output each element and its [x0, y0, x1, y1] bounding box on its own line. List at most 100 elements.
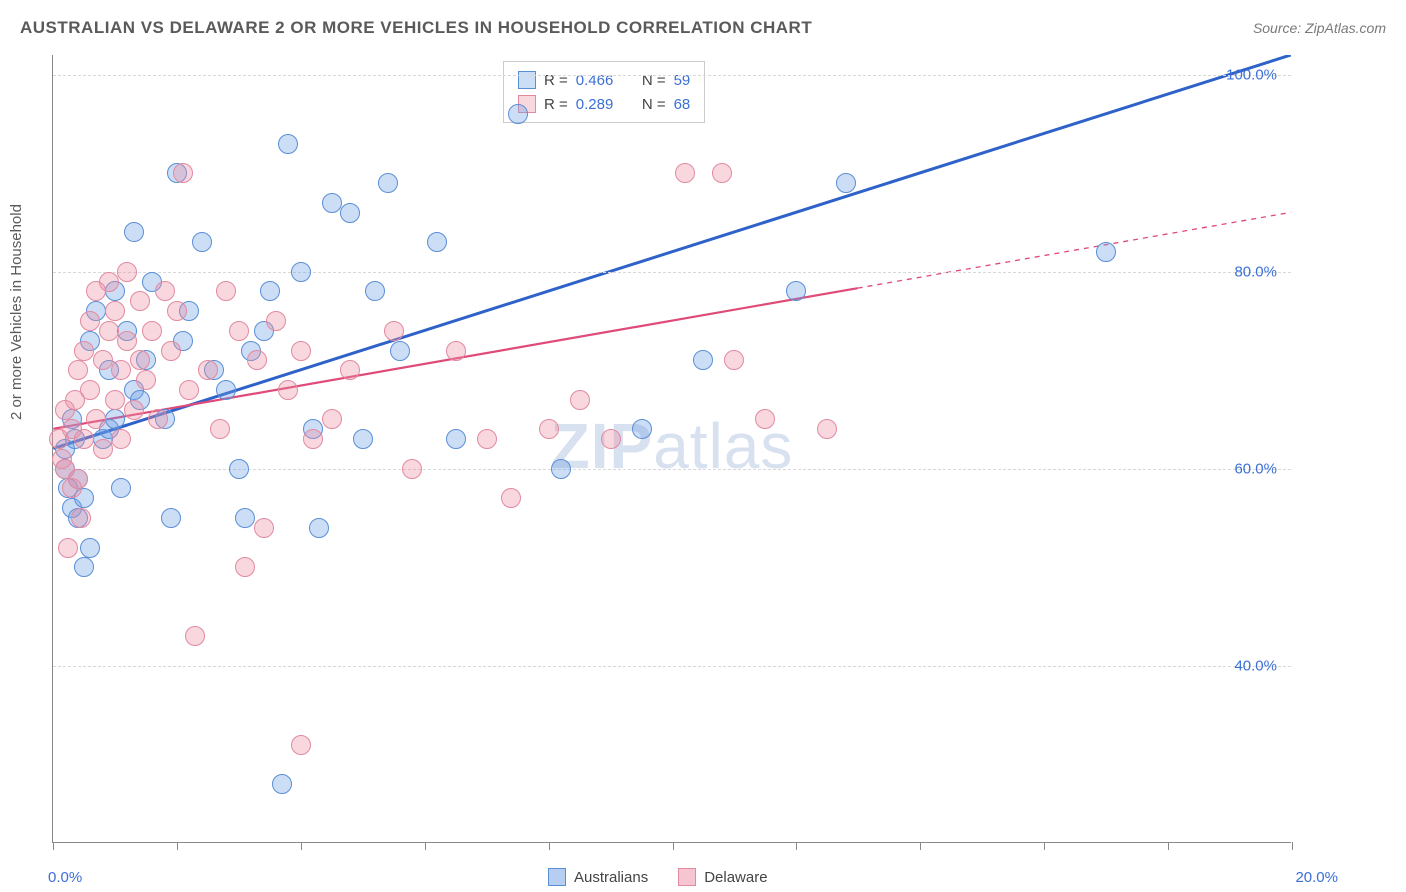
gridline [53, 75, 1291, 76]
data-point [551, 459, 571, 479]
x-tick [1168, 842, 1169, 850]
data-point [105, 409, 125, 429]
data-point [260, 281, 280, 301]
data-point [80, 380, 100, 400]
gridline [53, 272, 1291, 273]
data-point [148, 409, 168, 429]
data-point [161, 341, 181, 361]
data-point [130, 350, 150, 370]
data-point [570, 390, 590, 410]
data-point [755, 409, 775, 429]
data-point [291, 735, 311, 755]
data-point [724, 350, 744, 370]
data-point [402, 459, 422, 479]
data-point [446, 429, 466, 449]
header: AUSTRALIAN VS DELAWARE 2 OR MORE VEHICLE… [20, 18, 1386, 38]
stats-row: R = 0.466 N = 59 [518, 68, 690, 92]
y-tick-label: 60.0% [1234, 460, 1277, 477]
y-tick-label: 80.0% [1234, 263, 1277, 280]
data-point [74, 557, 94, 577]
legend-swatch [548, 868, 566, 886]
data-point [322, 193, 342, 213]
data-point [836, 173, 856, 193]
data-point [80, 538, 100, 558]
data-point [508, 104, 528, 124]
x-tick [53, 842, 54, 850]
data-point [675, 163, 695, 183]
data-point [278, 134, 298, 154]
data-point [216, 380, 236, 400]
data-point [173, 163, 193, 183]
data-point [501, 488, 521, 508]
data-point [155, 281, 175, 301]
data-point [167, 301, 187, 321]
data-point [340, 360, 360, 380]
legend-swatch [678, 868, 696, 886]
legend-bottom: AustraliansDelaware [548, 868, 768, 886]
trend-lines [53, 55, 1291, 842]
data-point [105, 390, 125, 410]
plot-area: ZIPatlas R = 0.466 N = 59R = 0.289 N = 6… [52, 55, 1291, 843]
data-point [93, 439, 113, 459]
data-point [111, 429, 131, 449]
data-point [632, 419, 652, 439]
data-point [712, 163, 732, 183]
legend-label: Australians [574, 869, 648, 886]
gridline [53, 666, 1291, 667]
data-point [185, 626, 205, 646]
y-axis-label: 2 or more Vehicles in Household [8, 204, 25, 420]
x-tick [673, 842, 674, 850]
data-point [322, 409, 342, 429]
data-point [247, 350, 267, 370]
data-point [446, 341, 466, 361]
data-point [365, 281, 385, 301]
data-point [74, 429, 94, 449]
data-point [235, 557, 255, 577]
data-point [93, 350, 113, 370]
data-point [71, 508, 91, 528]
data-point [142, 321, 162, 341]
data-point [136, 370, 156, 390]
data-point [68, 469, 88, 489]
x-axis-min-label: 0.0% [48, 869, 82, 886]
data-point [539, 419, 559, 439]
data-point [353, 429, 373, 449]
data-point [68, 360, 88, 380]
data-point [303, 429, 323, 449]
data-point [124, 222, 144, 242]
x-tick [796, 842, 797, 850]
data-point [272, 774, 292, 794]
data-point [291, 341, 311, 361]
data-point [229, 459, 249, 479]
x-tick [1044, 842, 1045, 850]
data-point [235, 508, 255, 528]
data-point [80, 311, 100, 331]
data-point [74, 341, 94, 361]
data-point [693, 350, 713, 370]
data-point [427, 232, 447, 252]
stats-row: R = 0.289 N = 68 [518, 92, 690, 116]
data-point [254, 518, 274, 538]
data-point [817, 419, 837, 439]
y-tick-label: 40.0% [1234, 657, 1277, 674]
x-tick [549, 842, 550, 850]
y-tick-label: 100.0% [1226, 66, 1277, 83]
chart-title: AUSTRALIAN VS DELAWARE 2 OR MORE VEHICLE… [20, 18, 812, 38]
x-axis-max-label: 20.0% [1295, 869, 1338, 886]
data-point [384, 321, 404, 341]
data-point [278, 380, 298, 400]
x-tick [425, 842, 426, 850]
data-point [266, 311, 286, 331]
series-swatch [518, 71, 536, 89]
data-point [786, 281, 806, 301]
legend-item: Australians [548, 868, 648, 886]
data-point [192, 232, 212, 252]
x-tick [1292, 842, 1293, 850]
data-point [130, 291, 150, 311]
data-point [309, 518, 329, 538]
data-point [124, 400, 144, 420]
data-point [117, 331, 137, 351]
data-point [111, 360, 131, 380]
data-point [58, 538, 78, 558]
data-point [601, 429, 621, 449]
